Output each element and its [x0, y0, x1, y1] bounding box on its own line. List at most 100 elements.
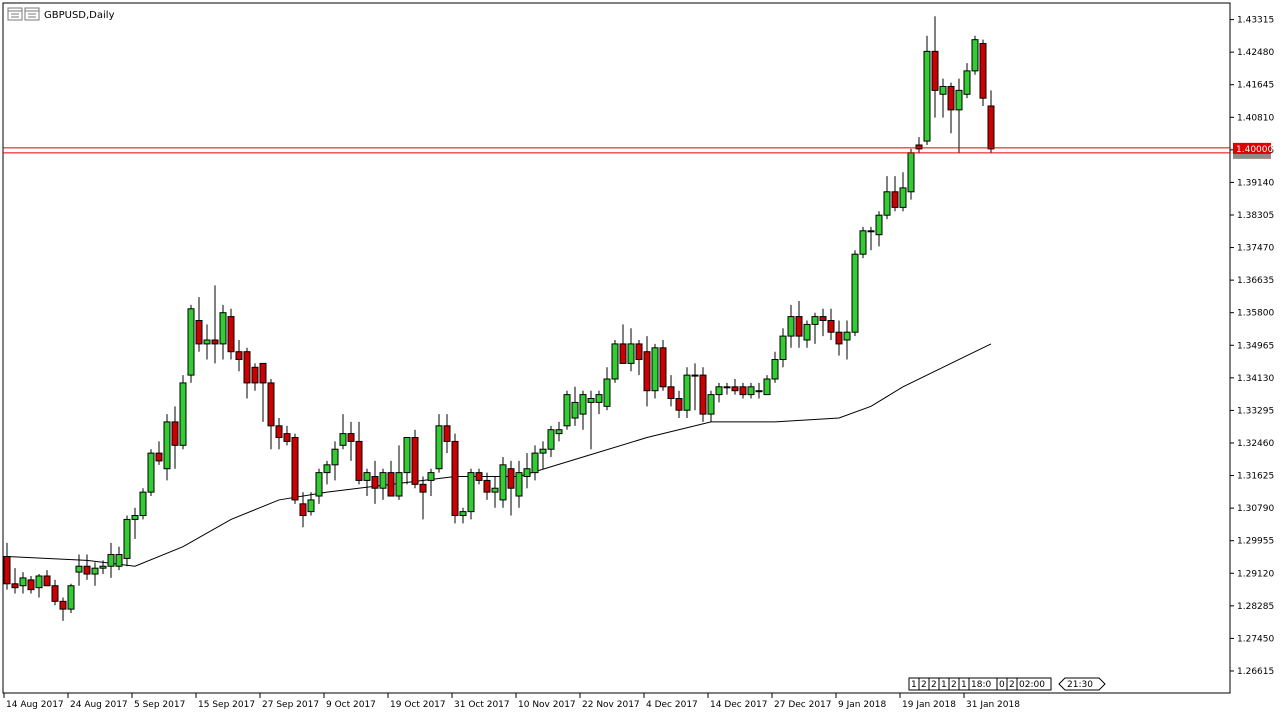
price-tick-label: 1.33295	[1237, 406, 1274, 416]
price-tick-label: 1.29955	[1237, 537, 1274, 547]
candle-bearish	[643, 351, 651, 392]
moving-average-layer	[6, 343, 992, 567]
candle-bullish	[139, 491, 147, 517]
candle-bearish	[443, 425, 451, 442]
candle-bullish	[867, 230, 875, 233]
candle-bearish	[675, 398, 683, 411]
candle-bullish	[875, 214, 883, 236]
chart-window-icon[interactable]	[7, 7, 40, 21]
candle-bullish	[219, 312, 227, 345]
time-tick-label: 10 Nov 2017	[518, 700, 576, 710]
strip-cell-label: 1	[941, 680, 947, 690]
price-tick-label: 1.35800	[1237, 309, 1274, 319]
candle-bullish	[587, 398, 595, 403]
strip-cell-label: 2	[921, 680, 927, 690]
time-tick-label: 14 Dec 2017	[710, 700, 768, 710]
candle-bearish	[731, 386, 739, 392]
candle-bearish	[43, 575, 51, 587]
candle-bullish	[467, 472, 475, 513]
candle-bearish	[259, 362, 267, 384]
candle-bearish	[51, 585, 59, 602]
candle-bullish	[939, 85, 947, 95]
candle-bullish	[123, 518, 131, 559]
price-tick-label: 1.36635	[1237, 276, 1274, 286]
candle-bearish	[931, 50, 939, 91]
candle-bullish	[363, 472, 371, 481]
candle-bullish	[427, 472, 435, 481]
candle-bearish	[227, 316, 235, 353]
candle-bearish	[979, 43, 987, 99]
candle-bullish	[147, 452, 155, 493]
candle-bullish	[339, 433, 347, 446]
candle-bullish	[811, 316, 819, 325]
candle-bearish	[827, 320, 835, 333]
time-tick-label: 5 Sep 2017	[134, 700, 185, 710]
candle-bearish	[3, 555, 11, 585]
time-tick-label: 19 Oct 2017	[390, 700, 446, 710]
candle-bullish	[75, 565, 83, 573]
candle-bullish	[723, 386, 731, 389]
candle-bullish	[459, 511, 467, 517]
strip-cell	[1016, 677, 1052, 691]
candle-bearish	[451, 440, 459, 517]
time-tick-label: 15 Sep 2017	[198, 700, 255, 710]
candle-bearish	[739, 386, 747, 396]
candle-bullish	[107, 554, 115, 567]
candle-bearish	[635, 343, 643, 361]
price-tick-label: 1.43315	[1237, 16, 1274, 26]
candle-bearish	[211, 339, 219, 345]
candle-bullish	[91, 567, 99, 575]
candle-bullish	[323, 464, 331, 474]
candle-bearish	[347, 433, 355, 442]
candle-bearish	[283, 433, 291, 442]
time-tick-label: 27 Dec 2017	[774, 700, 832, 710]
candle-bullish	[627, 343, 635, 364]
candle-bullish	[395, 472, 403, 497]
candle-bullish	[611, 343, 619, 380]
strip-tail-label: 21:30	[1067, 680, 1093, 690]
strip-cell-label: 0	[999, 680, 1005, 690]
candle-bullish	[899, 187, 907, 208]
candle-bearish	[59, 600, 67, 610]
strip-cell-label: 02:00	[1019, 680, 1045, 690]
candle-bearish	[667, 386, 675, 400]
candles-layer	[3, 16, 995, 621]
candle-bullish	[491, 487, 499, 493]
candle-bearish	[819, 316, 827, 322]
price-tick-label: 1.34965	[1237, 341, 1274, 351]
price-tick-label: 1.34130	[1237, 374, 1274, 384]
time-tick-label: 9 Oct 2017	[326, 700, 376, 710]
candle-bearish	[387, 472, 395, 497]
candle-bullish	[963, 70, 971, 95]
candle-bullish	[203, 339, 211, 345]
price-tick-label: 1.40810	[1237, 113, 1274, 123]
candle-bullish	[603, 378, 611, 407]
price-tick-label: 1.31625	[1237, 472, 1274, 482]
strip-cell-label: 1	[911, 680, 917, 690]
candle-bearish	[507, 468, 515, 489]
price-tick-label: 1.30790	[1237, 504, 1274, 514]
time-tick-label: 27 Sep 2017	[262, 700, 319, 710]
candle-bearish	[251, 366, 259, 384]
candle-bearish	[835, 331, 843, 345]
candle-bullish	[187, 308, 195, 376]
candle-bearish	[291, 437, 299, 501]
strip-tail-box	[1058, 677, 1106, 691]
price-tick-label: 1.38305	[1237, 211, 1274, 221]
candle-bearish	[275, 425, 283, 439]
price-tick-label: 1.27450	[1237, 634, 1274, 644]
candle-bullish	[403, 437, 411, 474]
bid-tag-background	[1233, 150, 1271, 159]
time-tick-label: 9 Jan 2018	[838, 700, 886, 710]
candle-bearish	[619, 343, 627, 364]
indicator-strip: 1 2 2 1 2 1 18:0 0 2 02:00 21:30	[908, 677, 1106, 691]
strip-cell-label: 18:0	[971, 680, 991, 690]
candle-bearish	[299, 503, 307, 517]
candle-bullish	[859, 230, 867, 255]
candle-bullish	[883, 191, 891, 216]
candle-bullish	[67, 585, 75, 610]
candle-bearish	[411, 437, 419, 485]
candle-bullish	[579, 394, 587, 415]
price-tick-label: 1.37470	[1237, 244, 1274, 254]
